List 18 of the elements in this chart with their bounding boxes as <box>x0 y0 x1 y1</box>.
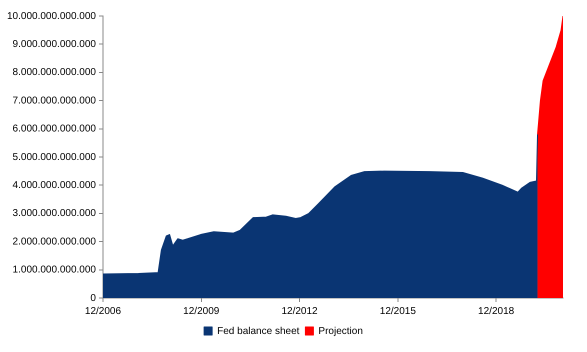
x-tick-label: 12/2012 <box>281 306 318 317</box>
y-tick-label: 6.000.000.000.000 <box>12 124 96 135</box>
y-tick-label: 4.000.000.000.000 <box>12 180 96 191</box>
legend-label: Projection <box>318 326 363 337</box>
x-tick-label: 12/2018 <box>478 306 515 317</box>
y-tick-label: 8.000.000.000.000 <box>12 67 96 78</box>
x-tick-label: 12/2009 <box>183 306 220 317</box>
y-tick-label: 0 <box>90 292 96 304</box>
y-tick-label: 10.000.000.000.000 <box>6 10 96 22</box>
x-tick-label: 12/2006 <box>84 306 122 317</box>
y-tick-label: 2.000.000.000.000 <box>12 236 96 248</box>
y-tick-label: 1.000.000.000.000 <box>12 264 96 276</box>
x-tick-label: 12/2015 <box>380 306 416 317</box>
y-tick-label: 9.000.000.000.000 <box>12 38 96 50</box>
y-tick-label: 7.000.000.000.000 <box>12 95 96 106</box>
y-tick-label: 3.000.000.000.000 <box>12 208 96 220</box>
y-tick-label: 5.000.000.000.000 <box>12 152 96 163</box>
legend-label: Fed balance sheet <box>217 326 300 337</box>
